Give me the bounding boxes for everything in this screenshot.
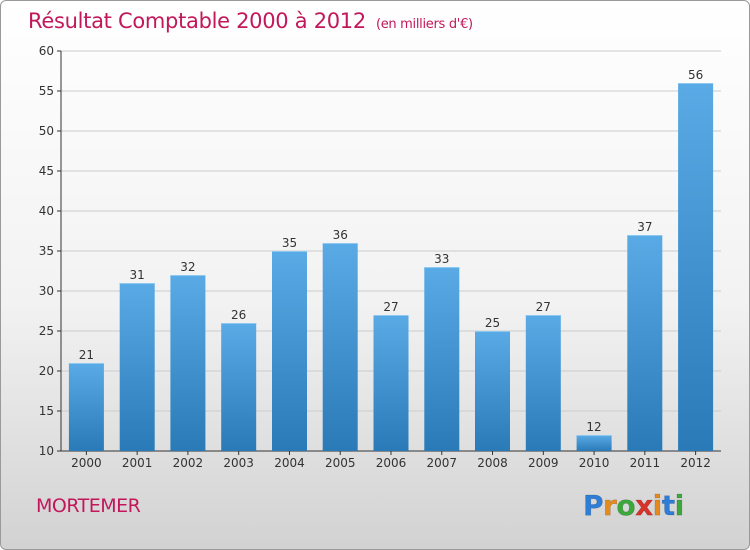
value-label: 33 xyxy=(434,252,449,266)
x-tick-label: 2003 xyxy=(223,456,254,470)
chart-unit: (en milliers d'€) xyxy=(375,17,473,32)
bar-2010[interactable] xyxy=(576,435,612,451)
proxiti-logo[interactable]: Proxiti xyxy=(583,489,685,523)
x-tick-label: 2002 xyxy=(173,456,204,470)
y-tick-label: 50 xyxy=(39,124,54,138)
x-tick-label: 2012 xyxy=(680,456,711,470)
bar-2000[interactable] xyxy=(68,363,104,451)
logo-letter: t xyxy=(661,489,676,523)
bar-2007[interactable] xyxy=(424,267,460,451)
logo-letter: x xyxy=(635,489,654,523)
logo-letter: r xyxy=(603,489,617,523)
x-tick-label: 2006 xyxy=(376,456,407,470)
logo-letter: i xyxy=(674,489,684,523)
value-label: 35 xyxy=(282,236,297,250)
value-label: 12 xyxy=(586,420,601,434)
y-tick-label: 35 xyxy=(39,244,54,258)
bar-2004[interactable] xyxy=(272,251,307,451)
y-tick-label: 45 xyxy=(39,164,54,178)
value-label: 21 xyxy=(79,348,94,362)
y-tick-label: 10 xyxy=(39,444,54,458)
x-tick-label: 2009 xyxy=(528,456,559,470)
y-tick-label: 30 xyxy=(39,284,54,298)
y-tick-label: 25 xyxy=(39,324,54,338)
x-tick-label: 2001 xyxy=(122,456,153,470)
value-label: 56 xyxy=(688,68,703,82)
y-tick-label: 20 xyxy=(39,364,54,378)
town-name: MORTEMER xyxy=(36,495,141,517)
y-tick-label: 55 xyxy=(39,84,54,98)
value-label: 32 xyxy=(180,260,195,274)
chart-title: Résultat Comptable 2000 à 2012 (en millie… xyxy=(28,9,473,33)
logo-letter: P xyxy=(583,489,604,523)
logo-letter: i xyxy=(652,489,662,523)
chart-title-text: Résultat Comptable 2000 à 2012 xyxy=(28,9,366,33)
bar-2006[interactable] xyxy=(373,315,409,451)
y-tick-label: 40 xyxy=(39,204,54,218)
value-label: 25 xyxy=(485,316,500,330)
value-label: 27 xyxy=(383,300,398,314)
x-tick-label: 2011 xyxy=(630,456,661,470)
value-label: 36 xyxy=(333,228,348,242)
value-label: 27 xyxy=(536,300,551,314)
logo-letter: o xyxy=(616,489,636,523)
x-tick-label: 2000 xyxy=(71,456,102,470)
bar-2008[interactable] xyxy=(475,331,510,451)
bar-2011[interactable] xyxy=(627,235,663,451)
bar-2005[interactable] xyxy=(322,243,358,451)
x-tick-label: 2010 xyxy=(579,456,610,470)
value-label: 26 xyxy=(231,308,246,322)
x-tick-label: 2004 xyxy=(274,456,305,470)
value-label: 37 xyxy=(637,220,652,234)
x-tick-label: 2007 xyxy=(426,456,457,470)
labels: 10 15 20 25 30 35 40 45 50 55 60 21 2000 31 2001 32 2002… xyxy=(39,44,711,470)
bar-2002[interactable] xyxy=(170,275,206,451)
bar-2009[interactable] xyxy=(525,315,561,451)
x-tick-label: 2005 xyxy=(325,456,356,470)
bars xyxy=(68,83,714,451)
y-tick-label: 15 xyxy=(39,404,54,418)
bar-2012[interactable] xyxy=(678,83,714,451)
bar-2001[interactable] xyxy=(119,283,155,451)
bar-2003[interactable] xyxy=(221,323,257,451)
y-tick-label: 60 xyxy=(39,44,54,58)
x-tick-label: 2008 xyxy=(477,456,508,470)
value-label: 31 xyxy=(130,268,145,282)
